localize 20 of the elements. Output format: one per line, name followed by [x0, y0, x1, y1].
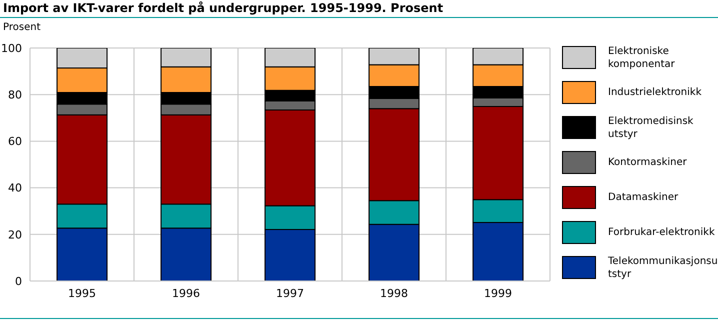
legend-label: Elektromedisinsk utstyr [608, 114, 694, 140]
y-tick-label: 60 [8, 135, 22, 148]
y-axis-title: Prosent [3, 22, 40, 33]
x-tick-label: 1997 [276, 286, 304, 300]
legend-label: Forbrukar-elektronikk [608, 226, 716, 239]
y-tick-label: 0 [15, 274, 22, 288]
y-tick-label: 100 [1, 42, 22, 55]
x-tick-label: 1996 [172, 286, 200, 300]
y-tick-label: 20 [8, 228, 22, 242]
x-tick-label: 1995 [68, 286, 96, 300]
x-tick-label: 1999 [484, 286, 512, 300]
legend-label: Elektroniske komponentar [608, 44, 676, 70]
legend-label: Telekommunikasjonsutstyr [608, 254, 718, 280]
y-tick-label: 40 [8, 182, 22, 195]
legend-label: Kontormaskiner [608, 156, 688, 169]
legend-label: Datamaskiner [608, 191, 680, 204]
legend-label: Industrielektronikk [608, 86, 702, 99]
chart-title: Import av IKT-varer fordelt på undergrupper. 1995-1999. Prosent [0, 0, 718, 18]
x-tick-label: 1998 [380, 286, 408, 300]
y-tick-label: 80 [8, 88, 22, 102]
